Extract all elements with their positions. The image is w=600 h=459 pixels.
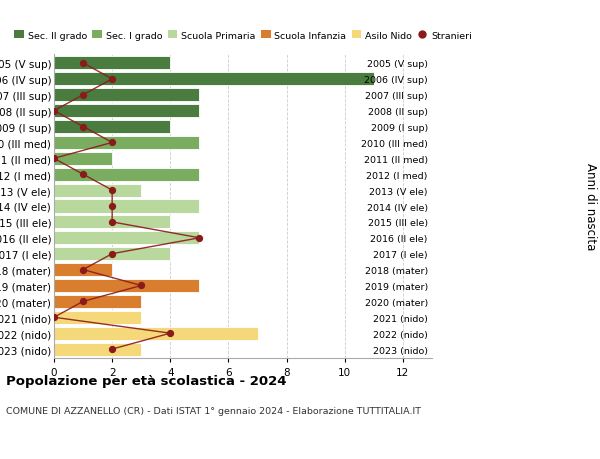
Bar [54, 168, 199, 181]
Point [107, 203, 117, 210]
Bar [54, 137, 199, 150]
Bar [54, 216, 170, 229]
Bar [54, 200, 199, 213]
Point [107, 346, 117, 353]
Text: Anni di nascita: Anni di nascita [584, 163, 597, 250]
Text: COMUNE DI AZZANELLO (CR) - Dati ISTAT 1° gennaio 2024 - Elaborazione TUTTITALIA.: COMUNE DI AZZANELLO (CR) - Dati ISTAT 1°… [6, 406, 421, 415]
Point [107, 251, 117, 258]
Bar [54, 232, 199, 245]
Point [78, 123, 88, 131]
Point [78, 298, 88, 305]
Bar [54, 311, 141, 324]
Point [78, 60, 88, 67]
Bar [54, 89, 199, 102]
Bar [54, 152, 112, 166]
Legend: Sec. II grado, Sec. I grado, Scuola Primaria, Scuola Infanzia, Asilo Nido, Stran: Sec. II grado, Sec. I grado, Scuola Prim… [11, 28, 475, 45]
Point [194, 235, 204, 242]
Point [78, 266, 88, 274]
Bar [54, 121, 170, 134]
Bar [54, 295, 141, 308]
Bar [54, 263, 112, 276]
Bar [54, 327, 257, 340]
Bar [54, 280, 199, 292]
Point [107, 76, 117, 84]
Point [78, 171, 88, 179]
Point [107, 219, 117, 226]
Point [107, 140, 117, 147]
Bar [54, 57, 170, 70]
Point [166, 330, 175, 337]
Bar [54, 343, 141, 356]
Point [136, 282, 146, 290]
Point [78, 92, 88, 99]
Point [49, 108, 59, 115]
Point [49, 314, 59, 321]
Bar [54, 184, 141, 197]
Point [49, 155, 59, 162]
Bar [54, 247, 170, 261]
Bar [54, 73, 374, 86]
Point [107, 187, 117, 194]
Text: Popolazione per età scolastica - 2024: Popolazione per età scolastica - 2024 [6, 374, 287, 387]
Bar [54, 105, 199, 118]
